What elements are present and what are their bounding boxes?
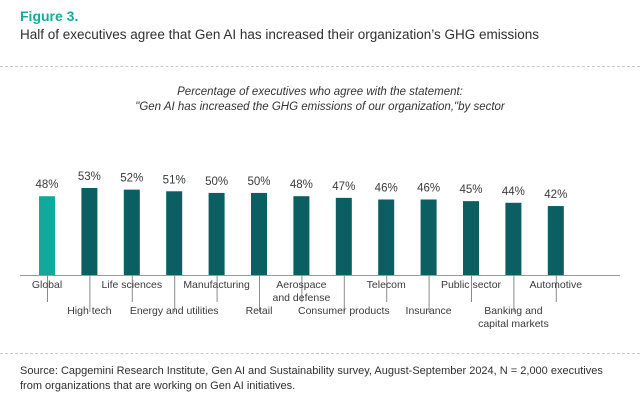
figure-label: Figure 3. [20, 8, 79, 24]
category-label: Insurance [406, 305, 452, 317]
bar [378, 199, 395, 275]
chart-subtitle-line2: "Gen AI has increased the GHG emissions … [135, 101, 505, 113]
bar [547, 206, 564, 275]
bottom-divider [0, 353, 640, 354]
bar-value-label: 45% [459, 184, 482, 196]
bar-value-label: 48% [35, 179, 58, 191]
bar [123, 189, 140, 275]
category-label: Manufacturing [183, 279, 250, 291]
bar-value-label: 50% [205, 176, 228, 188]
category-label: Telecom [367, 279, 406, 291]
bar-value-label: 53% [78, 171, 101, 183]
category-label: Automotive [530, 279, 583, 291]
bar [251, 192, 267, 275]
bar-value-label: 44% [502, 186, 525, 198]
bar [505, 202, 522, 275]
bar [166, 191, 183, 275]
bar-value-label: 48% [290, 179, 313, 191]
figure-title: Half of executives agree that Gen AI has… [20, 27, 540, 42]
category-label: Aerospace [276, 279, 326, 291]
bar-value-label: 52% [120, 173, 143, 185]
bar [463, 201, 479, 275]
bar [39, 196, 55, 275]
chart-subtitle-line1: Percentage of executives who agree with … [177, 86, 463, 98]
bar-value-label: 46% [375, 182, 398, 194]
category-label: High tech [67, 305, 112, 317]
source-note: Source: Capgemini Research Institute, Ge… [20, 365, 603, 392]
category-label: and defense [272, 292, 330, 304]
category-label: capital markets [478, 318, 549, 330]
bar-value-label: 46% [417, 182, 440, 194]
bar [335, 197, 352, 275]
top-divider [0, 66, 640, 67]
category-label: Global [32, 279, 62, 291]
bar-value-label: 47% [332, 181, 355, 193]
category-label: Retail [246, 305, 273, 317]
category-label: Banking and [484, 305, 543, 317]
bar-chart: 48% Global 53% High tech 52% Life sciences 51%… [20, 171, 620, 330]
bar [293, 196, 310, 275]
category-label: Life sciences [101, 279, 162, 291]
bar [208, 192, 225, 275]
bar-value-label: 42% [544, 189, 567, 201]
category-label: Public sector [441, 279, 502, 291]
bar-value-label: 50% [247, 176, 270, 188]
bar [81, 188, 98, 275]
bar-value-label: 51% [163, 174, 186, 186]
category-label: Consumer products [298, 305, 390, 317]
category-label: Energy and utilities [130, 305, 219, 317]
bar [420, 199, 437, 275]
